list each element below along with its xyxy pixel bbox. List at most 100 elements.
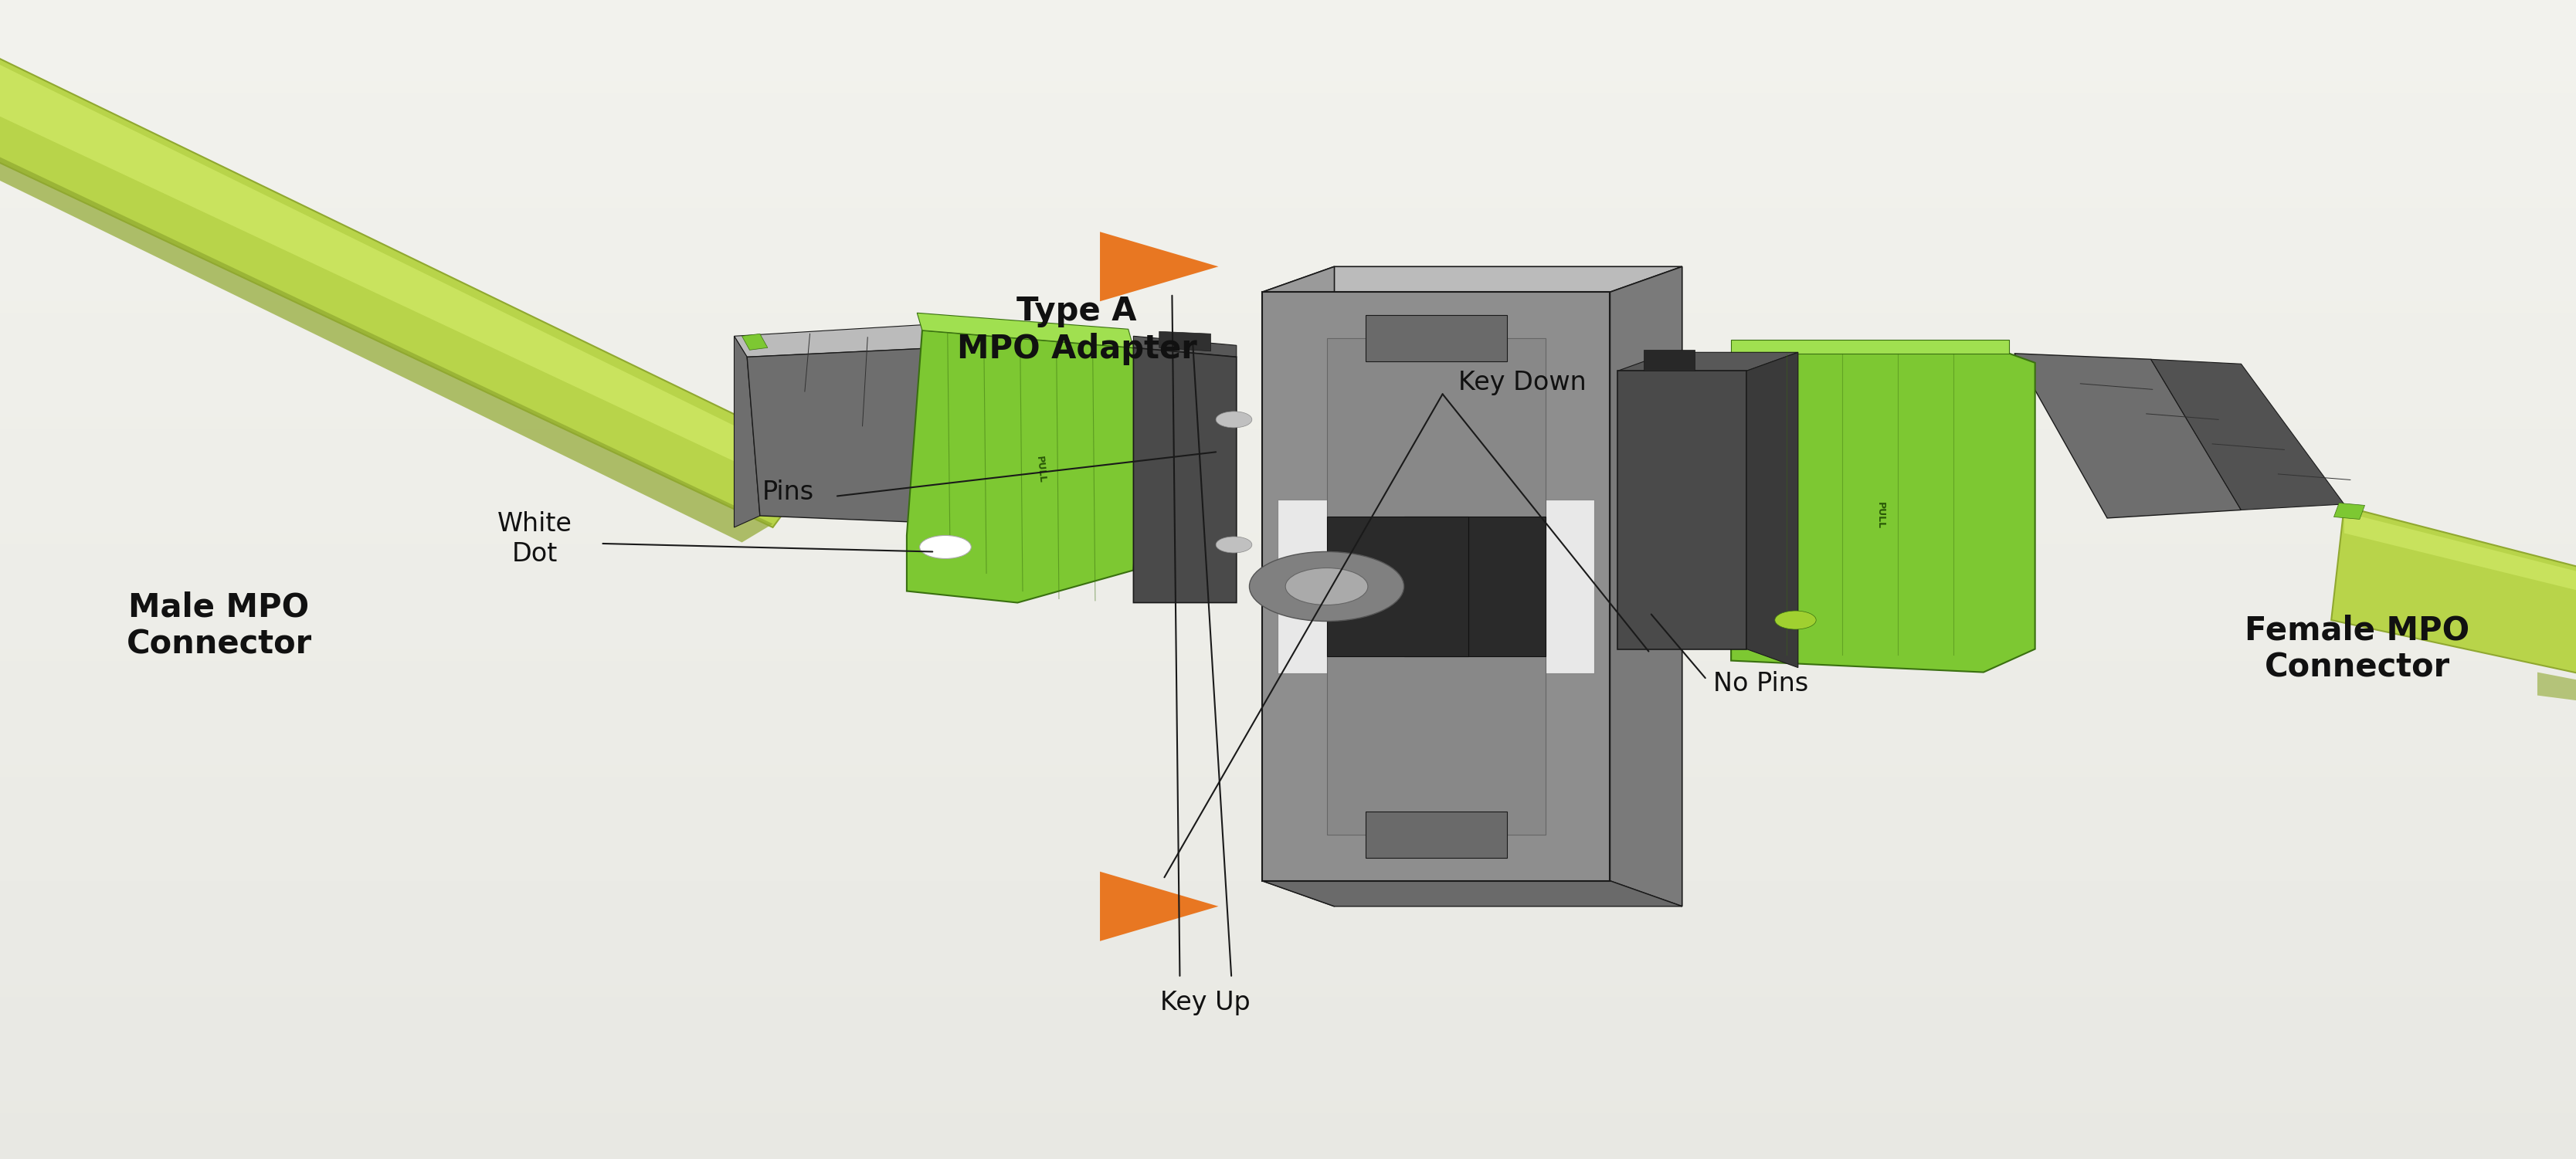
Bar bbox=[0, 498, 2576, 510]
Polygon shape bbox=[0, 46, 824, 527]
Bar bbox=[0, 1043, 2576, 1055]
Bar bbox=[0, 695, 2576, 707]
Bar bbox=[0, 185, 2576, 197]
Bar bbox=[0, 672, 2576, 684]
Bar bbox=[0, 232, 2576, 243]
Polygon shape bbox=[1610, 267, 1682, 906]
Polygon shape bbox=[1262, 292, 1610, 881]
Bar bbox=[0, 255, 2576, 267]
Polygon shape bbox=[1365, 811, 1507, 858]
Bar bbox=[0, 1147, 2576, 1159]
Bar bbox=[0, 325, 2576, 336]
Bar bbox=[0, 1089, 2576, 1101]
Bar bbox=[0, 359, 2576, 371]
Bar bbox=[0, 1020, 2576, 1032]
Polygon shape bbox=[742, 334, 768, 350]
Polygon shape bbox=[1159, 331, 1211, 351]
Bar bbox=[0, 46, 2576, 58]
Bar bbox=[0, 1078, 2576, 1089]
Bar bbox=[0, 939, 2576, 950]
Bar bbox=[0, 151, 2576, 162]
Polygon shape bbox=[734, 336, 760, 527]
Bar bbox=[0, 394, 2576, 406]
Bar bbox=[0, 58, 2576, 70]
Bar bbox=[0, 614, 2576, 626]
Bar bbox=[0, 811, 2576, 823]
Bar bbox=[0, 243, 2576, 255]
Bar bbox=[0, 556, 2576, 568]
Bar bbox=[0, 440, 2576, 452]
Bar bbox=[0, 858, 2576, 869]
Bar bbox=[0, 12, 2576, 23]
Bar bbox=[0, 1124, 2576, 1136]
Bar bbox=[0, 1055, 2576, 1066]
Bar bbox=[0, 777, 2576, 788]
Bar bbox=[0, 290, 2576, 301]
Bar bbox=[0, 788, 2576, 800]
Bar bbox=[0, 730, 2576, 742]
Bar bbox=[0, 382, 2576, 394]
Bar bbox=[0, 823, 2576, 834]
Polygon shape bbox=[1262, 267, 1682, 292]
Text: PULL: PULL bbox=[1036, 455, 1046, 483]
Bar bbox=[0, 1101, 2576, 1113]
Polygon shape bbox=[2014, 353, 2241, 518]
Bar bbox=[0, 23, 2576, 35]
Polygon shape bbox=[1262, 267, 1334, 906]
Bar bbox=[0, 649, 2576, 661]
Bar bbox=[0, 742, 2576, 753]
Bar bbox=[0, 834, 2576, 846]
Polygon shape bbox=[1731, 340, 2009, 353]
Bar bbox=[0, 916, 2576, 927]
Bar bbox=[0, 962, 2576, 974]
Polygon shape bbox=[1643, 350, 1695, 371]
Text: Male MPO
Connector: Male MPO Connector bbox=[126, 591, 312, 661]
Polygon shape bbox=[1365, 315, 1507, 362]
Bar bbox=[0, 637, 2576, 649]
Polygon shape bbox=[1327, 338, 1546, 834]
Bar bbox=[0, 417, 2576, 429]
Bar bbox=[0, 1008, 2576, 1020]
Polygon shape bbox=[1327, 517, 1468, 656]
Polygon shape bbox=[734, 325, 940, 357]
Bar bbox=[0, 846, 2576, 858]
Polygon shape bbox=[1618, 352, 1798, 371]
Bar bbox=[0, 174, 2576, 185]
Bar bbox=[0, 533, 2576, 545]
Text: Pins: Pins bbox=[762, 480, 814, 505]
Circle shape bbox=[1249, 552, 1404, 621]
Bar bbox=[0, 950, 2576, 962]
Bar bbox=[0, 371, 2576, 382]
Bar bbox=[0, 93, 2576, 104]
Bar bbox=[0, 487, 2576, 498]
Polygon shape bbox=[1747, 352, 1798, 668]
Bar bbox=[0, 220, 2576, 232]
Polygon shape bbox=[2537, 672, 2576, 707]
Bar bbox=[0, 568, 2576, 580]
Polygon shape bbox=[2151, 359, 2344, 510]
Bar bbox=[0, 0, 2576, 12]
Bar bbox=[0, 104, 2576, 116]
Bar bbox=[0, 661, 2576, 672]
Bar bbox=[0, 464, 2576, 475]
Polygon shape bbox=[0, 52, 811, 489]
Bar bbox=[0, 974, 2576, 985]
Polygon shape bbox=[1133, 336, 1236, 357]
Polygon shape bbox=[1731, 353, 2035, 672]
Circle shape bbox=[1775, 611, 1816, 629]
Text: White
Dot: White Dot bbox=[497, 511, 572, 567]
Polygon shape bbox=[1262, 881, 1682, 906]
Bar bbox=[0, 591, 2576, 603]
Bar bbox=[0, 209, 2576, 220]
Bar bbox=[0, 510, 2576, 522]
Polygon shape bbox=[1278, 500, 1404, 673]
Bar bbox=[0, 278, 2576, 290]
Bar bbox=[0, 684, 2576, 695]
Polygon shape bbox=[1133, 348, 1236, 603]
Bar bbox=[0, 313, 2576, 325]
Bar bbox=[0, 753, 2576, 765]
Text: Type A
MPO Adapter: Type A MPO Adapter bbox=[956, 296, 1198, 365]
Bar bbox=[0, 267, 2576, 278]
Bar bbox=[0, 626, 2576, 637]
Circle shape bbox=[1216, 537, 1252, 553]
